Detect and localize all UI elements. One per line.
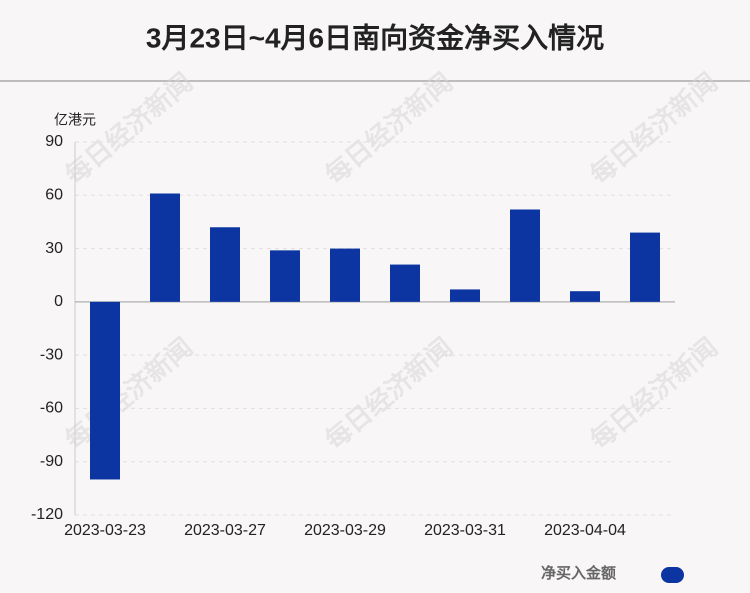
watermark: 每日经济新闻 (319, 67, 458, 191)
y-tick-label: -30 (40, 346, 63, 363)
y-axis-label: 亿港元 (54, 112, 96, 128)
y-tick-label: 60 (45, 187, 63, 204)
legend-label: 净买入金额 (541, 564, 616, 582)
bar (510, 209, 540, 302)
x-tick-label: 2023-04-04 (544, 522, 626, 539)
bar (90, 301, 120, 480)
watermark: 每日经济新闻 (59, 332, 198, 456)
bar (270, 250, 300, 302)
watermark: 每日经济新闻 (319, 332, 458, 456)
y-tick-label: 0 (54, 293, 63, 310)
watermark: 每日经济新闻 (584, 67, 723, 191)
watermark: 每日经济新闻 (584, 332, 723, 456)
legend-swatch (661, 567, 684, 583)
bar (390, 264, 420, 302)
x-tick-label: 2023-03-31 (424, 522, 506, 539)
bar (570, 291, 600, 302)
bar (330, 248, 360, 302)
y-tick-label: 30 (45, 240, 63, 257)
chart-title: 3月23日~4月6日南向资金净买入情况 (146, 21, 604, 53)
bar (450, 289, 480, 302)
y-tick-label: -60 (40, 400, 63, 417)
bar (150, 193, 180, 302)
y-tick-label: 90 (45, 133, 63, 150)
watermark: 每日经济新闻 (59, 67, 198, 191)
x-tick-label: 2023-03-29 (304, 522, 386, 539)
y-tick-label: -120 (31, 506, 63, 523)
bar (630, 232, 660, 302)
bar (210, 227, 240, 302)
x-tick-label: 2023-03-23 (64, 522, 146, 539)
x-tick-label: 2023-03-27 (184, 522, 266, 539)
y-tick-label: -90 (40, 453, 63, 470)
